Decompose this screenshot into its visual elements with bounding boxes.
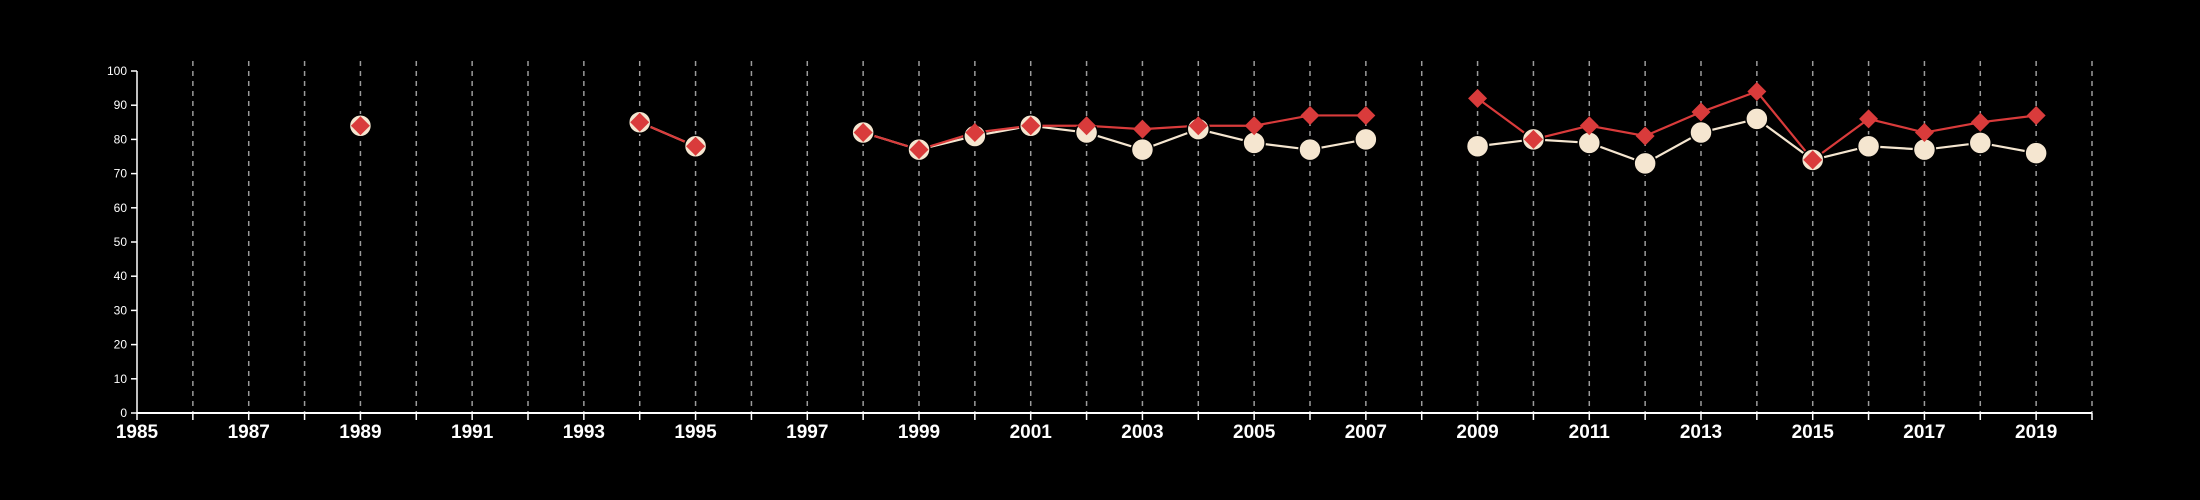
- series-2-diamond-point: [1021, 116, 1041, 136]
- series-2-diamond-point: [1691, 102, 1711, 122]
- series-2-diamond-point: [1635, 126, 1655, 146]
- series-2-diamond-point: [1747, 82, 1767, 102]
- series-2-diamond-point: [1132, 119, 1152, 139]
- y-tick-label: 0: [120, 406, 127, 420]
- x-tick-label: 1991: [451, 422, 494, 443]
- series-2-diamond-point: [1579, 116, 1599, 136]
- series-1-circle-point: [1745, 107, 1769, 131]
- series-1-circle-point: [1856, 134, 1881, 158]
- x-tick-label: 1995: [674, 422, 717, 443]
- data-markers: [348, 82, 2048, 176]
- y-tick-label: 50: [114, 235, 128, 249]
- series-1-circle-point: [1298, 137, 1322, 162]
- series-2-diamond-point: [630, 112, 650, 132]
- x-tick-label: 2009: [1456, 422, 1498, 443]
- series-2-diamond-point: [1356, 105, 1376, 125]
- x-tick-label: 2011: [1569, 422, 1611, 443]
- series-2-diamond-point: [1970, 112, 1990, 132]
- x-tick-label: 2017: [1903, 422, 1945, 443]
- series-1-circle-point: [1968, 131, 1993, 155]
- axes: 0 10 20 30 40 50 60 70 80 90 100 1985 1987 1989 1991 19…: [107, 64, 2093, 443]
- x-tick-label: 1999: [898, 422, 940, 443]
- series-2-diamond-point: [1523, 129, 1543, 149]
- series-2-diamond-point: [909, 140, 929, 160]
- series-1-circle-point: [1130, 137, 1155, 162]
- series-2-diamond-point: [1803, 150, 1823, 170]
- x-tick-label: 2007: [1345, 422, 1387, 443]
- y-tick-label: 60: [114, 201, 128, 215]
- x-tick-label: 1985: [116, 422, 159, 443]
- x-tick-label: 2005: [1233, 422, 1276, 443]
- series-1-line: [862, 124, 1367, 151]
- y-tick-label: 10: [114, 372, 128, 386]
- series-2-diamond-point: [1188, 116, 1208, 136]
- y-tick-label: 40: [114, 269, 128, 283]
- y-tick-label: 100: [107, 64, 127, 78]
- series-1-circle-point: [2024, 141, 2048, 165]
- grid: [192, 61, 2093, 413]
- x-tick-label: 1997: [786, 422, 828, 443]
- series-2-diamond-point: [1859, 109, 1879, 129]
- x-tick-label: 2003: [1121, 422, 1163, 443]
- y-tick-label: 80: [114, 132, 128, 146]
- series-2-diamond-point: [350, 116, 370, 136]
- series-2-diamond-point: [965, 123, 985, 143]
- series-2-diamond-point: [853, 123, 873, 143]
- series-2-diamond-point: [1300, 105, 1320, 125]
- series-2-diamond-point: [686, 136, 706, 156]
- series-lines: [639, 90, 2037, 165]
- y-tick-label: 30: [114, 303, 128, 317]
- series-1-circle-point: [1689, 120, 1713, 145]
- x-tick-label: 2013: [1680, 422, 1722, 443]
- x-tick-label: 2001: [1010, 422, 1053, 443]
- series-2-diamond-point: [1077, 116, 1097, 136]
- series-2-diamond-point: [1468, 88, 1488, 108]
- x-tick-label: 1993: [563, 422, 605, 443]
- y-tick-label: 70: [114, 167, 128, 181]
- x-tick-label: 2015: [1792, 422, 1835, 443]
- y-tick-label: 90: [114, 98, 128, 112]
- series-2-diamond-point: [2026, 105, 2046, 125]
- series-1-circle-point: [1465, 134, 1490, 158]
- x-tick-label: 1989: [339, 422, 381, 443]
- series-2-diamond-point: [1244, 116, 1264, 136]
- series-1-circle-point: [1633, 151, 1657, 176]
- y-tick-label: 20: [114, 338, 128, 352]
- series-1-circle-point: [1354, 127, 1378, 152]
- series-2-diamond-point: [1914, 123, 1934, 143]
- series-2-line: [862, 114, 1366, 151]
- x-tick-label: 2019: [2015, 422, 2057, 443]
- x-tick-label: 1987: [228, 422, 270, 443]
